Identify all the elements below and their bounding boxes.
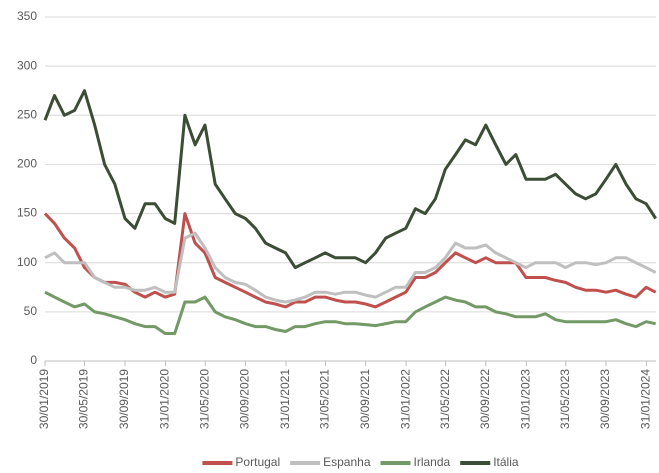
legend-item: Portugal bbox=[202, 455, 280, 469]
legend-item: Irlanda bbox=[380, 455, 451, 469]
legend-item: Itália bbox=[460, 455, 519, 469]
y-tick-label: 250 bbox=[17, 107, 37, 121]
y-tick-label: 200 bbox=[17, 157, 37, 171]
y-tick-label: 100 bbox=[17, 255, 37, 269]
x-tick-label: 31/05/2021 bbox=[318, 369, 332, 429]
series-line bbox=[43, 89, 657, 270]
series-line bbox=[44, 231, 657, 304]
y-tick-label: 0 bbox=[30, 353, 37, 367]
y-tick-label: 150 bbox=[17, 206, 37, 220]
x-tick-label: 31/01/2023 bbox=[518, 369, 532, 429]
legend-label: Irlanda bbox=[414, 455, 451, 469]
y-tick-label: 50 bbox=[24, 304, 38, 318]
x-tick-label: 30/09/2019 bbox=[117, 369, 131, 429]
x-tick-label: 31/05/2022 bbox=[438, 369, 452, 429]
legend-item: Espanha bbox=[290, 455, 371, 469]
x-tick-label: 31/05/2020 bbox=[197, 369, 211, 429]
x-tick-label: 30/09/2020 bbox=[238, 369, 252, 429]
x-tick-label: 31/05/2023 bbox=[558, 369, 572, 429]
x-tick-label: 30/05/2019 bbox=[77, 369, 91, 429]
series-line bbox=[43, 212, 657, 309]
legend-label: Espanha bbox=[323, 455, 371, 469]
legend-label: Portugal bbox=[235, 455, 280, 469]
x-tick-label: 30/09/2022 bbox=[478, 369, 492, 429]
series-line bbox=[44, 290, 657, 335]
y-tick-label: 300 bbox=[17, 58, 37, 72]
x-tick-label: 31/01/2024 bbox=[639, 369, 653, 429]
x-tick-label: 30/09/2023 bbox=[598, 369, 612, 429]
x-tick-label: 31/01/2022 bbox=[398, 369, 412, 429]
x-tick-label: 30/09/2021 bbox=[358, 369, 372, 429]
x-tick-label: 30/01/2019 bbox=[37, 369, 51, 429]
y-tick-label: 350 bbox=[17, 9, 37, 23]
x-tick-label: 31/01/2020 bbox=[158, 369, 172, 429]
x-tick-label: 31/01/2021 bbox=[278, 369, 292, 429]
legend-label: Itália bbox=[493, 455, 519, 469]
